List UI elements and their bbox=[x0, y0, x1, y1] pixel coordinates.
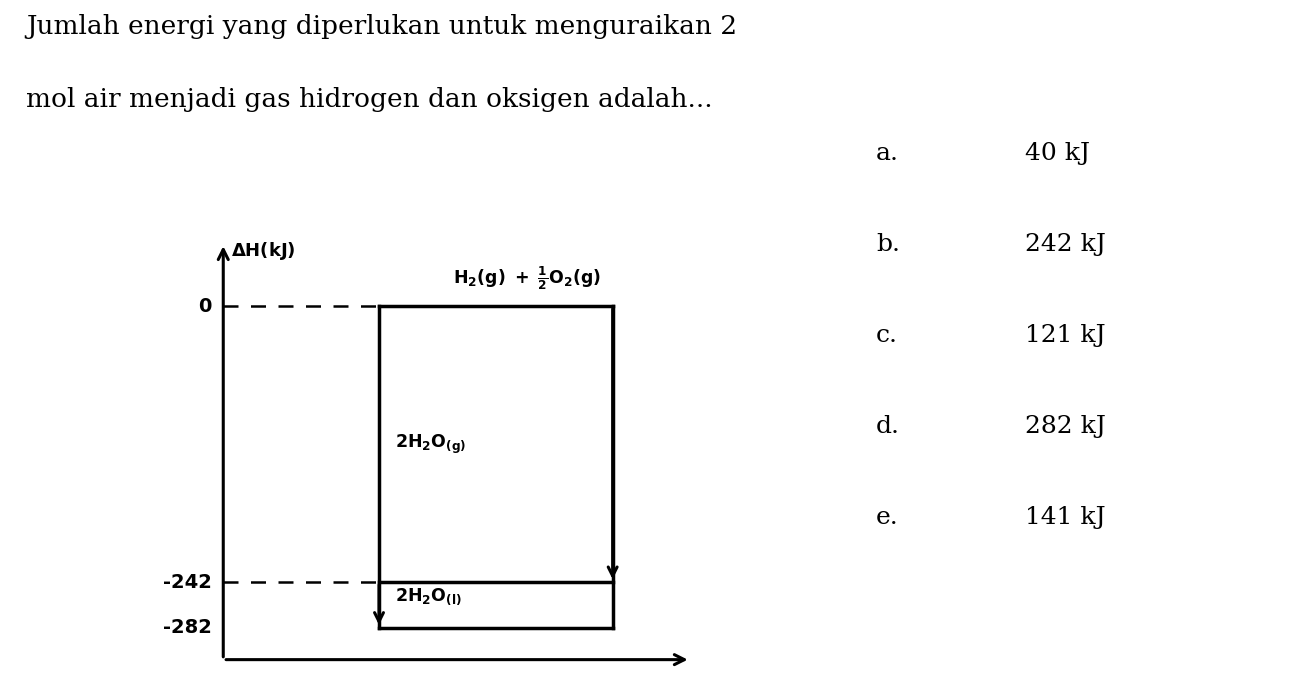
Text: $\mathbf{2H_2O_{(g)}}$: $\mathbf{2H_2O_{(g)}}$ bbox=[395, 433, 466, 456]
Text: mol air menjadi gas hidrogen dan oksigen adalah...: mol air menjadi gas hidrogen dan oksigen… bbox=[26, 87, 713, 113]
Text: $\mathbf{2H_2O_{(l)}}$: $\mathbf{2H_2O_{(l)}}$ bbox=[395, 586, 462, 607]
Text: a.: a. bbox=[876, 143, 900, 165]
Text: 121 kJ: 121 kJ bbox=[1025, 324, 1106, 347]
Text: -282: -282 bbox=[162, 618, 212, 637]
Text: c.: c. bbox=[876, 324, 898, 347]
Text: e.: e. bbox=[876, 506, 900, 528]
Text: 40 kJ: 40 kJ bbox=[1025, 143, 1090, 165]
Text: 141 kJ: 141 kJ bbox=[1025, 506, 1106, 528]
Text: $\mathbf{\Delta H(kJ)}$: $\mathbf{\Delta H(kJ)}$ bbox=[231, 240, 296, 262]
Text: $\mathbf{H_2(g)\ +\ \frac{1}{2}O_2(g)}$: $\mathbf{H_2(g)\ +\ \frac{1}{2}O_2(g)}$ bbox=[453, 265, 601, 292]
Text: 0: 0 bbox=[199, 296, 212, 315]
Text: Jumlah energi yang diperlukan untuk menguraikan 2: Jumlah energi yang diperlukan untuk meng… bbox=[26, 14, 737, 39]
Text: 242 kJ: 242 kJ bbox=[1025, 233, 1106, 256]
Text: d.: d. bbox=[876, 415, 900, 438]
Text: b.: b. bbox=[876, 233, 900, 256]
Text: -242: -242 bbox=[162, 572, 212, 591]
Text: 282 kJ: 282 kJ bbox=[1025, 415, 1106, 438]
